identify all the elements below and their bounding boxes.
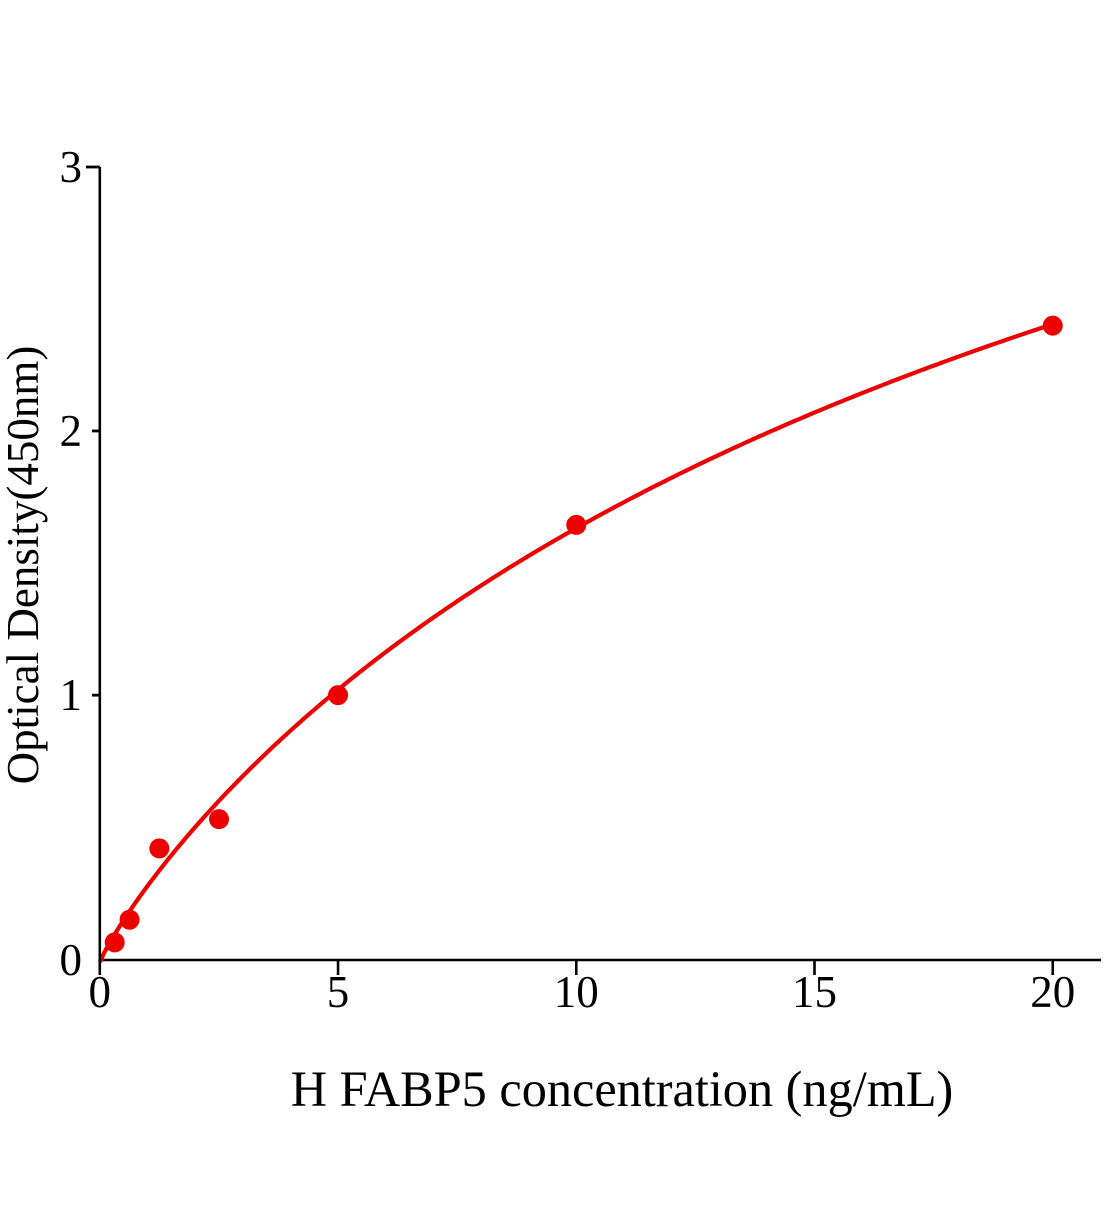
svg-text:1: 1 bbox=[60, 670, 83, 720]
svg-text:0: 0 bbox=[60, 935, 83, 985]
svg-text:H FABP5 concentration (ng/mL): H FABP5 concentration (ng/mL) bbox=[291, 1061, 954, 1117]
svg-text:10: 10 bbox=[554, 967, 599, 1017]
svg-text:20: 20 bbox=[1030, 967, 1075, 1017]
svg-text:5: 5 bbox=[327, 967, 350, 1017]
svg-text:3: 3 bbox=[60, 142, 83, 192]
svg-text:15: 15 bbox=[792, 967, 837, 1017]
svg-text:0: 0 bbox=[89, 967, 112, 1017]
svg-text:Optical Density(450nm): Optical Density(450nm) bbox=[0, 346, 48, 785]
svg-text:2: 2 bbox=[60, 406, 83, 456]
